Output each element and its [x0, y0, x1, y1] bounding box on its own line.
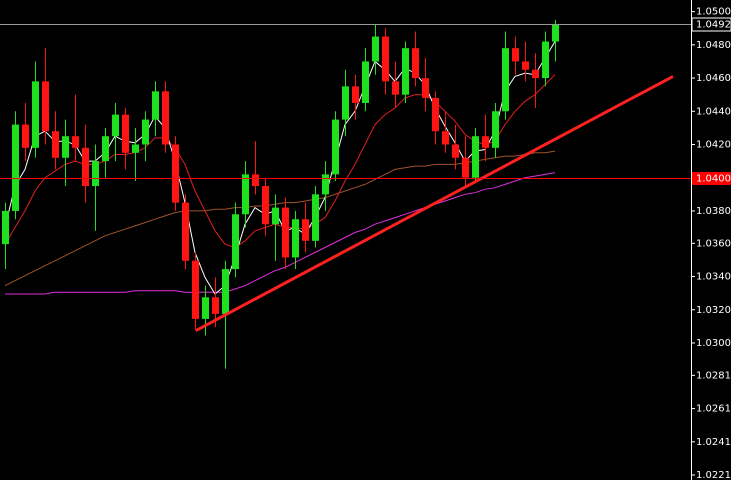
y-tick-label: 1.04800 — [696, 40, 731, 51]
candle-body — [32, 81, 39, 148]
candle-body — [492, 111, 499, 148]
y-tick-label: 1.02610 — [696, 404, 731, 415]
candle-body — [12, 124, 19, 211]
candle-body — [502, 48, 509, 112]
candle-body — [92, 161, 99, 187]
y-tick-label: 1.03405 — [696, 272, 731, 283]
candle-body — [292, 219, 299, 258]
candle-body — [162, 91, 169, 145]
candle-body — [42, 81, 49, 132]
candle-body — [222, 269, 229, 314]
candle-body — [552, 24, 559, 42]
candle-body — [182, 202, 189, 261]
y-tick-label: 1.03605 — [696, 238, 731, 249]
candle-body — [332, 119, 339, 175]
candle-body — [312, 194, 319, 241]
candle-body — [202, 297, 209, 319]
candle-body — [382, 36, 389, 82]
candle-body — [472, 136, 479, 178]
candle-body — [372, 36, 379, 62]
y-tick-label: 1.05000 — [696, 7, 731, 18]
candle-body — [442, 131, 449, 145]
y-tick-label: 1.02810 — [696, 370, 731, 381]
candle-body — [132, 144, 139, 153]
candle-body — [22, 124, 29, 148]
candle-body — [142, 119, 149, 145]
candle-body — [412, 48, 419, 79]
price-label-box — [691, 17, 731, 32]
candle-body — [62, 136, 69, 158]
candle-body — [192, 260, 199, 319]
candle-body — [2, 210, 9, 245]
candle-body — [512, 48, 519, 62]
candle-body — [82, 147, 89, 187]
y-tick-label: 1.04200 — [696, 139, 731, 150]
y-tick-label: 1.03205 — [696, 305, 731, 316]
candle-body — [342, 86, 349, 120]
candle-body — [242, 174, 249, 215]
candle-body — [212, 297, 219, 314]
candle-body — [102, 136, 109, 162]
y-tick-label: 1.03005 — [696, 338, 731, 349]
candle-body — [272, 207, 279, 225]
candle-body — [542, 41, 549, 79]
candle-body — [452, 144, 459, 158]
y-tick-label: 1.04400 — [696, 106, 731, 117]
candle-body — [282, 207, 289, 258]
candle-body — [172, 144, 179, 203]
candle-body — [122, 114, 129, 153]
price-label: 1.04000 — [696, 174, 731, 185]
candle-body — [72, 136, 79, 148]
candle-body — [402, 48, 409, 95]
price-label: 1.04927 — [696, 20, 731, 31]
candle-body — [422, 78, 429, 98]
trendline — [195, 75, 674, 332]
candle-body — [532, 69, 539, 79]
candle-body — [432, 97, 439, 132]
candle-body — [152, 91, 159, 120]
candle-body — [362, 61, 369, 103]
candle-body — [252, 174, 259, 187]
y-tick-label: 1.02210 — [696, 470, 731, 480]
candle-body — [352, 86, 359, 103]
candle-body — [482, 136, 489, 148]
moving-average — [5, 172, 556, 295]
candle-body — [262, 186, 269, 225]
candle-body — [462, 157, 469, 178]
candle-body — [302, 219, 309, 241]
y-tick-label: 1.02410 — [696, 437, 731, 448]
candle-body — [392, 81, 399, 95]
price-label-box — [692, 172, 731, 185]
candle-body — [522, 61, 529, 70]
y-tick-label: 1.03800 — [696, 206, 731, 217]
y-tick-label: 1.04600 — [696, 73, 731, 84]
candle-body — [112, 114, 119, 137]
candle-body — [322, 174, 329, 195]
candle-body — [232, 214, 239, 270]
candle-body — [52, 131, 59, 158]
